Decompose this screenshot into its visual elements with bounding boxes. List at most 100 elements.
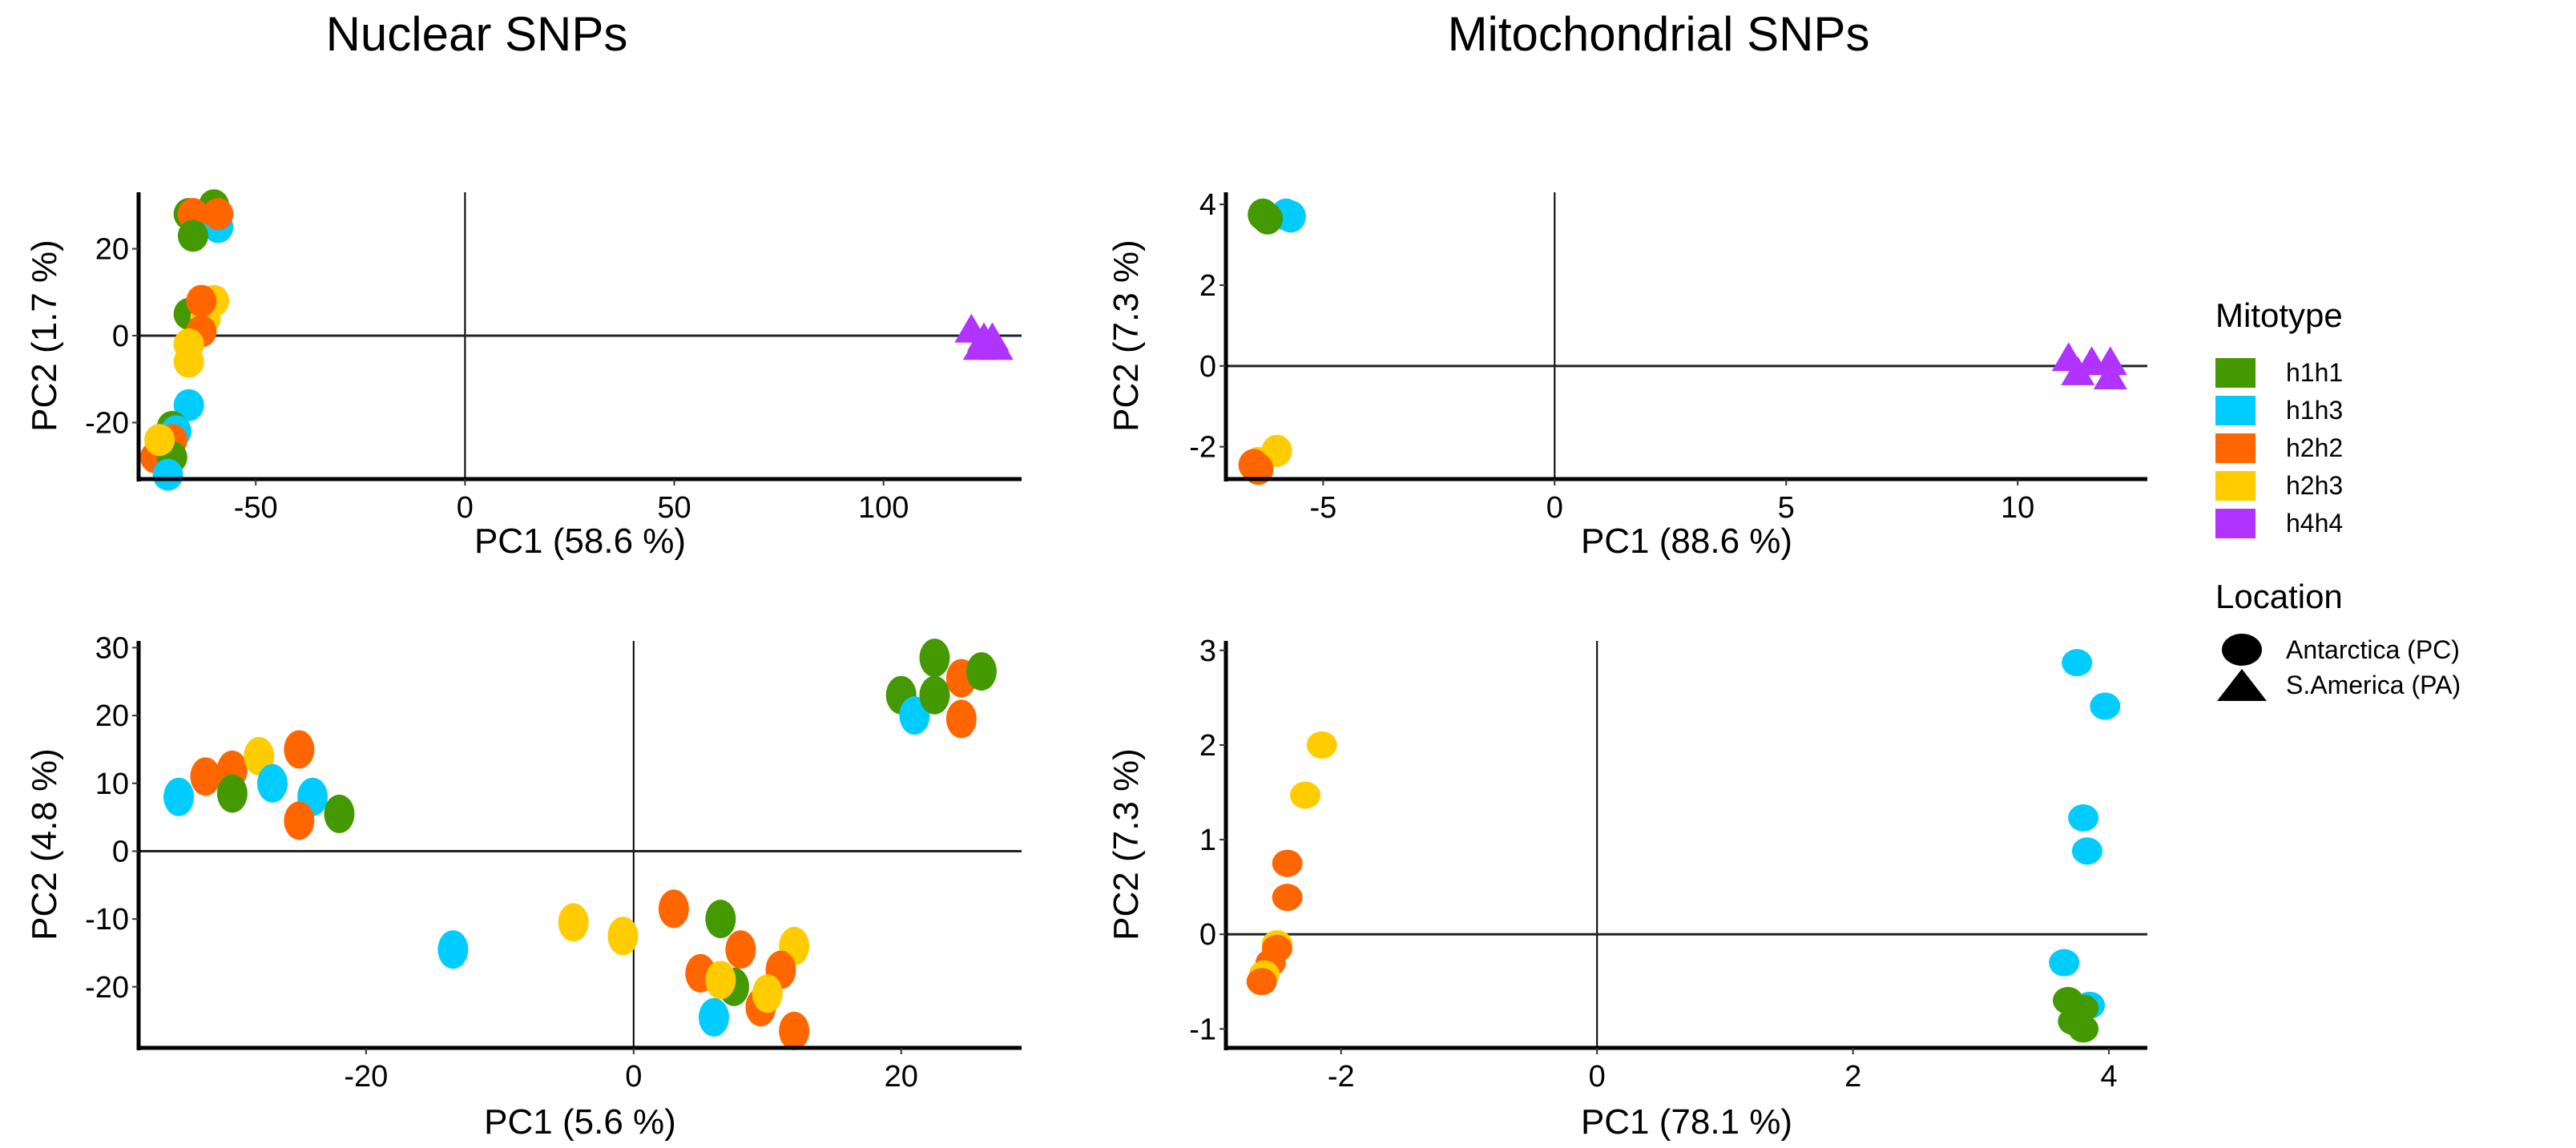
data-point-circle-h2h2 xyxy=(1243,453,1274,485)
panel-top-right-mitochondrial: -5 0 5 10 -2 0 2 4 PC1 (88.6 %) PC2 (7.3 %) xyxy=(1107,188,2147,561)
data-point-circle-h1h1 xyxy=(919,638,950,678)
data-point-circle-h1h1 xyxy=(705,900,736,939)
data-point-circle-h2h3 xyxy=(173,345,204,378)
data-point-circle-h2h2 xyxy=(284,801,315,840)
legend-title-location: Location xyxy=(2215,578,2343,615)
data-point-circle-h2h3 xyxy=(705,961,736,1000)
x-tick-label: -20 xyxy=(344,1060,388,1094)
data-point-circle-h2h2 xyxy=(1272,849,1303,877)
data-point-circle-h1h1 xyxy=(177,220,208,252)
y-tick-label: 30 xyxy=(95,631,129,665)
legend-label: h2h2 xyxy=(2286,433,2344,462)
x-tick-label: 20 xyxy=(885,1060,918,1094)
x-tick-label: -50 xyxy=(234,491,278,525)
y-tick-label: 2 xyxy=(1199,269,1216,303)
y-tick-label: -20 xyxy=(85,406,129,440)
data-point-circle-h2h2 xyxy=(186,284,217,317)
data-point-circle-h2h2 xyxy=(1246,968,1277,996)
data-point-circle-h1h1 xyxy=(216,774,248,813)
data-point-circle-h1h3 xyxy=(698,997,729,1037)
legend-swatch-h2h3 xyxy=(2215,471,2256,501)
data-point-circle-h1h3 xyxy=(152,458,183,491)
triangle-icon xyxy=(2215,667,2268,703)
x-tick-label: 50 xyxy=(657,491,691,525)
x-tick-label: 0 xyxy=(1589,1060,1606,1094)
y-tick-label: 0 xyxy=(1199,350,1216,384)
y-tick-label: -20 xyxy=(85,971,129,1005)
y-tick-label: 3 xyxy=(1199,634,1216,668)
y-tick-label: 10 xyxy=(95,767,129,801)
y-tick-label: -10 xyxy=(85,903,129,937)
data-point-circle-h1h1 xyxy=(919,675,950,715)
data-point-circle-h1h3 xyxy=(163,777,195,816)
legend: Mitotype h1h1 h1h3 h2h2 h2h3 h4h4 Location A… xyxy=(2215,296,2576,703)
legend-label: h1h1 xyxy=(2286,358,2344,387)
data-point-circle-h2h3 xyxy=(558,903,589,942)
legend-item-h1h1: h1h1 xyxy=(2215,354,2576,392)
panel-bottom-right-mitochondrial: -2 0 2 4 -1 0 1 2 3 PC1 (78.1 %) PC2 (7.3 %) xyxy=(1107,634,2147,1142)
data-point-circle-h1h3 xyxy=(256,763,288,803)
y-tick-label: 2 xyxy=(1199,729,1216,763)
legend-swatch-h2h2 xyxy=(2215,433,2256,463)
data-point-circle-h1h3 xyxy=(2068,804,2099,832)
panel-top-left-nuclear: -50 0 50 100 -20 0 20 PC1 (58.6 %) PC2 (1.7 %) xyxy=(25,189,1022,561)
circle-icon xyxy=(2215,632,2268,667)
data-point-circle-h2h2 xyxy=(658,889,689,928)
x-tick-label: 10 xyxy=(2001,491,2034,525)
data-point-circle-h2h2 xyxy=(190,757,221,796)
column-title-nuclear: Nuclear SNPs xyxy=(325,7,628,61)
legend-item-h4h4: h4h4 xyxy=(2215,505,2576,542)
data-point-circle-h1h1 xyxy=(965,652,997,691)
legend-item-circle: Antarctica (PC) xyxy=(2215,632,2576,667)
data-point-circle-h1h3 xyxy=(2071,837,2102,865)
data-point-circle-h1h1 xyxy=(2068,1015,2099,1043)
panel-bottom-left-nuclear: -20 0 20 -20 -10 0 10 20 30 PC1 (5.6 %) PC2 (4.8 %… xyxy=(25,631,1022,1142)
x-tick-label: 4 xyxy=(2101,1060,2118,1094)
legend-swatch-h1h1 xyxy=(2215,358,2256,388)
y-tick-label: 0 xyxy=(1199,918,1216,952)
column-title-mitochondrial: Mitochondrial SNPs xyxy=(1447,7,1870,61)
x-tick-label: -5 xyxy=(1309,491,1336,525)
x-tick-label: 5 xyxy=(1778,491,1795,525)
x-tick-label: 0 xyxy=(625,1060,642,1094)
x-tick-label: 0 xyxy=(457,491,474,525)
data-point-circle-h2h2 xyxy=(945,699,977,739)
legend-item-h2h2: h2h2 xyxy=(2215,429,2576,467)
data-point-triangle-h4h4 xyxy=(2061,356,2095,385)
x-axis-label: PC1 (58.6 %) xyxy=(474,522,686,561)
data-point-circle-h2h3 xyxy=(1290,781,1321,809)
y-axis-label: PC2 (4.8 %) xyxy=(25,748,64,941)
data-point-circle-h2h2 xyxy=(779,1011,810,1050)
legend-label: S.America (PA) xyxy=(2286,670,2461,699)
data-point-circle-h1h3 xyxy=(2090,692,2121,720)
x-tick-label: 0 xyxy=(1546,491,1563,525)
legend-label: h4h4 xyxy=(2286,509,2344,538)
legend-item-h2h3: h2h3 xyxy=(2215,467,2576,505)
y-tick-label: 1 xyxy=(1199,824,1216,857)
legend-label: h1h3 xyxy=(2286,396,2344,425)
data-point-circle-h1h1 xyxy=(1252,202,1284,235)
x-tick-label: 2 xyxy=(1844,1060,1861,1094)
legend-item-triangle: S.America (PA) xyxy=(2215,667,2576,703)
data-point-circle-h2h2 xyxy=(1272,884,1303,912)
x-axis-label: PC1 (88.6 %) xyxy=(1581,522,1792,561)
legend-label: Antarctica (PC) xyxy=(2286,634,2460,664)
legend-swatch-h1h3 xyxy=(2215,396,2256,425)
y-tick-label: -1 xyxy=(1189,1013,1216,1046)
data-point-circle-h1h3 xyxy=(2062,649,2093,677)
y-tick-label: 20 xyxy=(95,699,129,733)
data-point-circle-h2h3 xyxy=(752,974,783,1013)
x-tick-label: -2 xyxy=(1328,1060,1355,1094)
legend-item-h1h3: h1h3 xyxy=(2215,392,2576,429)
y-tick-label: 0 xyxy=(112,835,129,868)
data-point-circle-h2h3 xyxy=(144,424,175,457)
x-tick-label: 100 xyxy=(858,491,909,525)
y-axis-label: PC2 (7.3 %) xyxy=(1107,240,1146,432)
data-point-circle-h2h3 xyxy=(607,916,639,956)
data-point-circle-h2h2 xyxy=(284,730,315,769)
data-point-circle-h2h3 xyxy=(1306,731,1337,759)
data-point-circle-h2h2 xyxy=(725,930,756,969)
y-axis-label: PC2 (1.7 %) xyxy=(25,240,64,432)
y-axis-label: PC2 (7.3 %) xyxy=(1107,748,1146,941)
